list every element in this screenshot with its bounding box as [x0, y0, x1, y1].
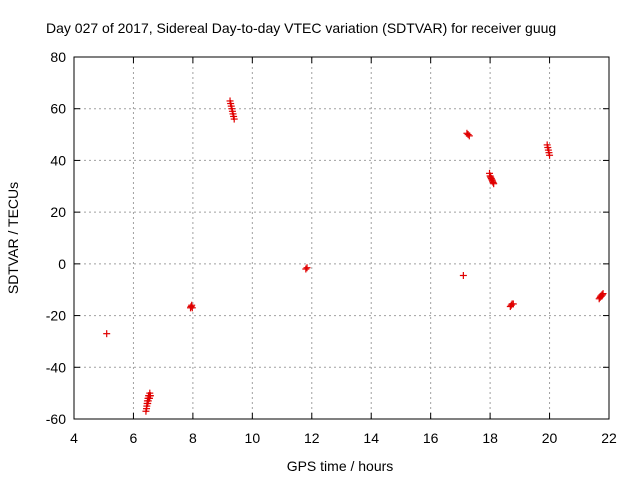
data-points [103, 97, 607, 415]
plot-frame [73, 56, 610, 420]
y-tick-label: 80 [50, 49, 66, 65]
data-point [464, 131, 472, 139]
y-tick-label: -40 [46, 359, 66, 375]
x-tick-label: 12 [304, 430, 320, 446]
y-tick-label: 60 [50, 101, 66, 117]
data-point [465, 132, 473, 140]
data-point [490, 180, 498, 188]
x-tick-label: 14 [363, 430, 379, 446]
x-axis-label: GPS time / hours [287, 458, 394, 474]
x-tick-label: 18 [482, 430, 498, 446]
data-point [146, 392, 154, 400]
x-tick-label: 16 [423, 430, 439, 446]
data-point [546, 151, 554, 159]
data-point [230, 115, 238, 123]
data-point [188, 304, 196, 312]
data-point [302, 265, 310, 273]
axes [73, 56, 610, 420]
x-tick-label: 8 [189, 430, 197, 446]
y-tick-label: 20 [50, 204, 66, 220]
data-point [599, 290, 607, 298]
y-axis-label: SDTVAR / TECUs [5, 182, 21, 294]
y-tick-label: 40 [50, 152, 66, 168]
y-tick-label: 0 [58, 256, 66, 272]
x-tick-label: 10 [245, 430, 261, 446]
grid-lines [74, 57, 609, 419]
y-tick-label: -60 [46, 411, 66, 427]
x-tick-label: 6 [130, 430, 138, 446]
data-point [103, 330, 111, 338]
x-tick-label: 4 [70, 430, 78, 446]
data-point [303, 264, 311, 272]
data-point [509, 300, 517, 308]
y-tick-label: -20 [46, 308, 66, 324]
tick-labels: 4 6 8 10 12 14 16 18 20 22 -60 -40 -20 0 20 40 60 80 [46, 49, 617, 446]
data-point [459, 271, 467, 279]
chart-title: Day 027 of 2017, Sidereal Day-to-day VTE… [46, 20, 556, 36]
x-tick-label: 20 [542, 430, 558, 446]
x-tick-label: 22 [601, 430, 617, 446]
